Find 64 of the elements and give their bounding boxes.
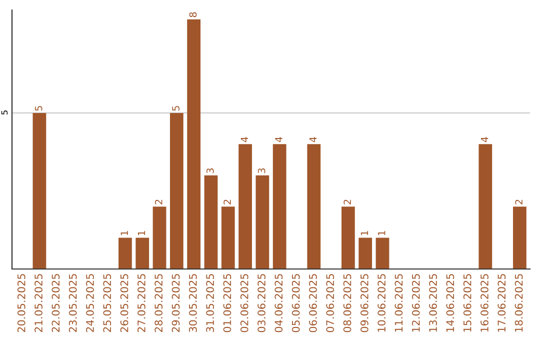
bar [170,112,184,269]
x-tick-label: 22.05.2025 [52,274,60,332]
x-tick-label: 25.05.2025 [103,274,112,332]
data-label: 1 [120,230,128,236]
x-tick-label: 15.06.2025 [463,274,472,332]
data-label: 3 [206,168,214,174]
bar [204,175,218,269]
bar [307,144,321,269]
data-label: 2 [344,200,351,204]
x-tick-label: 10.06.2025 [378,274,386,332]
x-tick-label: 13.06.2025 [429,274,437,332]
x-tick-label: 31.05.2025 [206,274,214,332]
x-tick-label: 12.06.2025 [412,274,420,332]
x-tick-label: 18.06.2025 [514,274,523,332]
data-label: 2 [224,200,231,204]
x-tick-label: 01.06.2025 [223,274,232,332]
bar [32,112,46,269]
x-tick-label: 17.06.2025 [498,274,506,332]
x-tick-label: 09.06.2025 [360,274,368,332]
data-label: 4 [309,136,317,142]
data-label: 3 [258,168,266,174]
data-label: 1 [138,230,146,236]
bar [238,144,252,269]
data-label: 5 [172,106,180,111]
bar [376,238,390,269]
bar [272,144,286,269]
x-tick-label: 24.05.2025 [86,274,94,332]
data-label: 2 [154,200,162,204]
x-tick-label: 02.06.2025 [240,274,248,332]
x-tick-label: 11.06.2025 [394,274,403,332]
bar [152,206,166,269]
x-tick-label: 14.06.2025 [446,274,454,332]
data-label: 2 [515,200,522,204]
bar [118,238,132,269]
data-label: 8 [189,12,197,18]
data-label: 4 [275,136,282,142]
x-tick-label: 23.05.2025 [68,274,77,332]
x-tick-label: 08.06.2025 [343,274,352,332]
x-tick-label: 06.06.2025 [309,274,317,332]
x-tick-label: 29.05.2025 [172,274,180,332]
bar [513,206,526,269]
x-tick-label: 26.05.2025 [120,274,128,332]
x-tick-label: 27.05.2025 [138,274,146,332]
data-label: 1 [360,230,368,236]
data-label: 1 [378,230,386,236]
bar [221,206,235,269]
x-tick-label: 20.05.2025 [17,274,26,332]
x-tick-label: 28.05.2025 [154,274,163,332]
x-tick-label: 21.05.2025 [34,274,42,332]
x-tick-label: 07.06.2025 [326,274,334,332]
data-label: 5 [35,106,42,111]
x-tick-label: 04.06.2025 [274,274,283,332]
x-tick-label: 03.06.2025 [258,274,266,332]
bar [358,238,372,269]
x-tick-label: 16.06.2025 [480,274,488,332]
bar [187,19,201,269]
bar [478,144,492,269]
x-tick-label: 05.06.2025 [292,274,300,332]
bar [256,175,270,269]
data-label: 4 [481,136,488,142]
bar [341,206,355,269]
x-tick-label: 30.05.2025 [188,274,197,332]
bar [136,238,150,269]
data-label: 4 [240,136,248,142]
